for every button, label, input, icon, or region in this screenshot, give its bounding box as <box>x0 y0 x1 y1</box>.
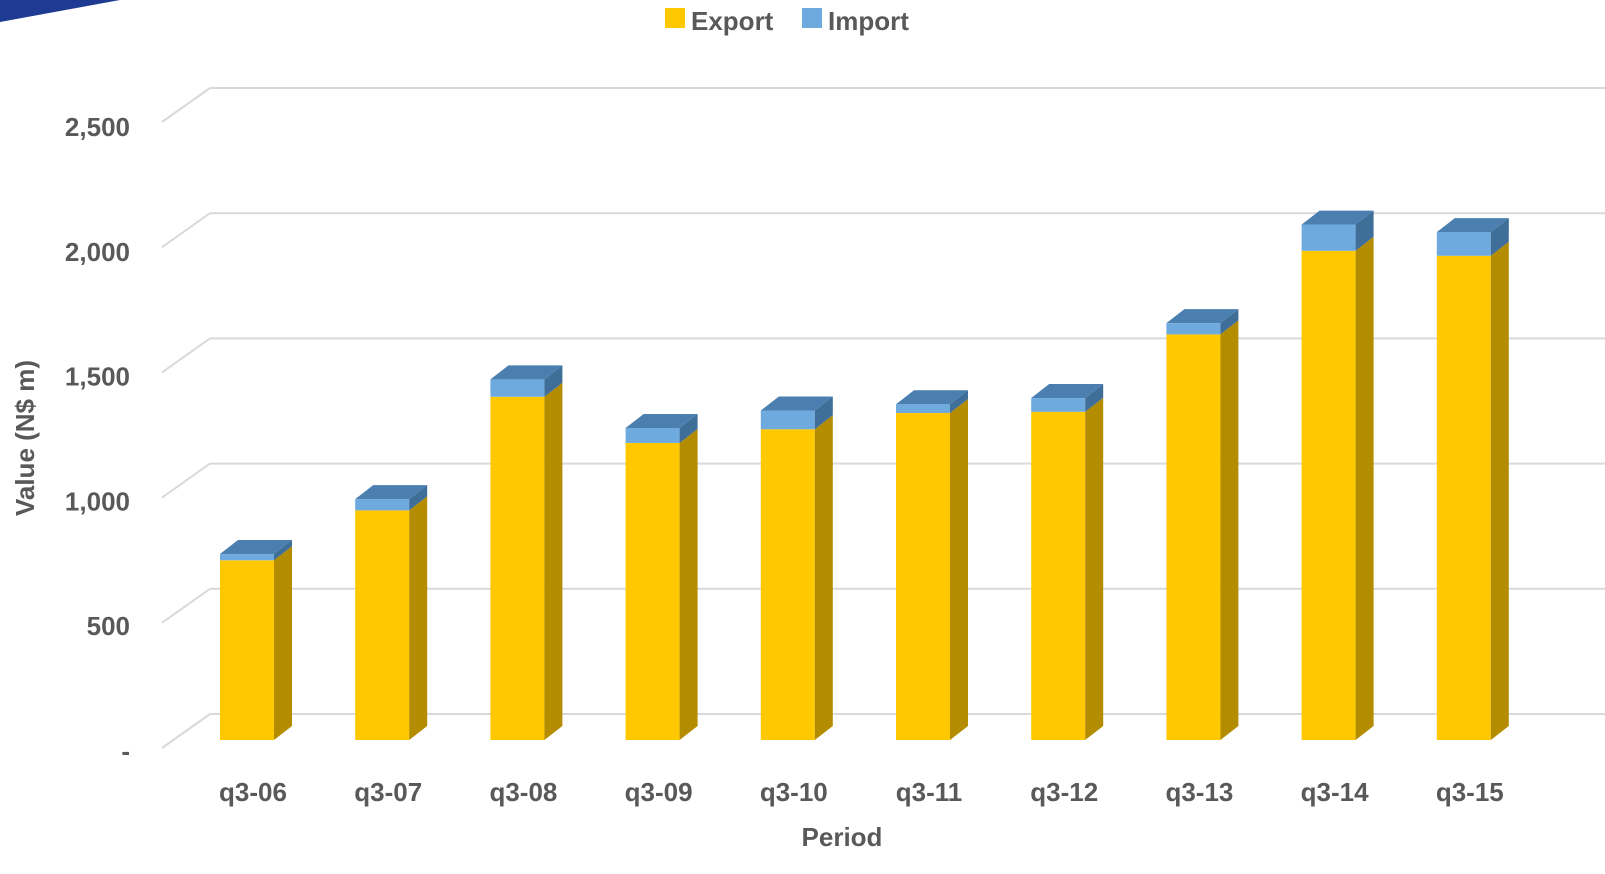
bar-export <box>1031 397 1104 740</box>
x-tick-label: q3-09 <box>625 777 693 807</box>
bar-export <box>1436 241 1509 740</box>
bars <box>220 210 1509 740</box>
bar-export <box>896 399 968 740</box>
legend-label-export: Export <box>691 6 774 36</box>
x-tick-label: q3-15 <box>1436 777 1504 807</box>
legend-swatch-import <box>802 8 822 28</box>
x-tick-label: q3-07 <box>354 777 422 807</box>
x-tick-label: q3-12 <box>1030 777 1098 807</box>
bar-export <box>355 496 428 740</box>
x-axis-ticks: q3-06 q3-07 q3-08 q3-09 q3-10 q3-11 q3-12 q3-13… <box>219 777 1504 807</box>
x-tick-label: q3-10 <box>760 777 828 807</box>
y-tick-label: 2,000 <box>65 237 130 267</box>
x-tick-label: q3-08 <box>489 777 557 807</box>
x-tick-label: q3-11 <box>896 777 963 807</box>
gridline <box>161 337 1605 374</box>
bar-export <box>625 428 698 740</box>
header-accent <box>0 0 120 22</box>
y-axis-title: Value (N$ m) <box>10 360 40 516</box>
bar-import <box>896 390 968 414</box>
gridline <box>161 87 1605 123</box>
y-tick-label: 2,500 <box>65 112 130 142</box>
bar-export <box>760 415 833 740</box>
y-tick-label: 1,500 <box>65 362 130 392</box>
x-tick-label: q3-14 <box>1301 777 1369 807</box>
bar-export <box>490 382 563 740</box>
bar-import <box>1166 309 1239 335</box>
x-axis-title: Period <box>802 822 883 852</box>
bar-import <box>1436 218 1509 256</box>
legend: Export Import <box>665 6 909 36</box>
bar-import <box>625 414 698 443</box>
y-tick-label: 1,000 <box>65 486 130 516</box>
x-tick-label: q3-06 <box>219 777 287 807</box>
x-tick-label: q3-13 <box>1165 777 1233 807</box>
bar-export <box>220 546 292 740</box>
bar-export <box>1166 320 1239 740</box>
legend-swatch-export <box>665 8 685 28</box>
gridline <box>161 212 1605 249</box>
bar-import <box>220 540 292 561</box>
bar-import <box>760 396 833 430</box>
y-tick-label: 500 <box>87 611 130 641</box>
bar-import <box>490 365 563 397</box>
bar-export <box>1301 236 1374 740</box>
legend-label-import: Import <box>828 6 909 36</box>
y-axis-ticks: - 500 1,000 1,500 2,000 2,500 <box>65 112 130 766</box>
bar-import <box>1301 210 1374 251</box>
bar-import <box>1031 384 1104 412</box>
bar-import <box>355 485 428 511</box>
y-tick-label: - <box>121 736 130 766</box>
